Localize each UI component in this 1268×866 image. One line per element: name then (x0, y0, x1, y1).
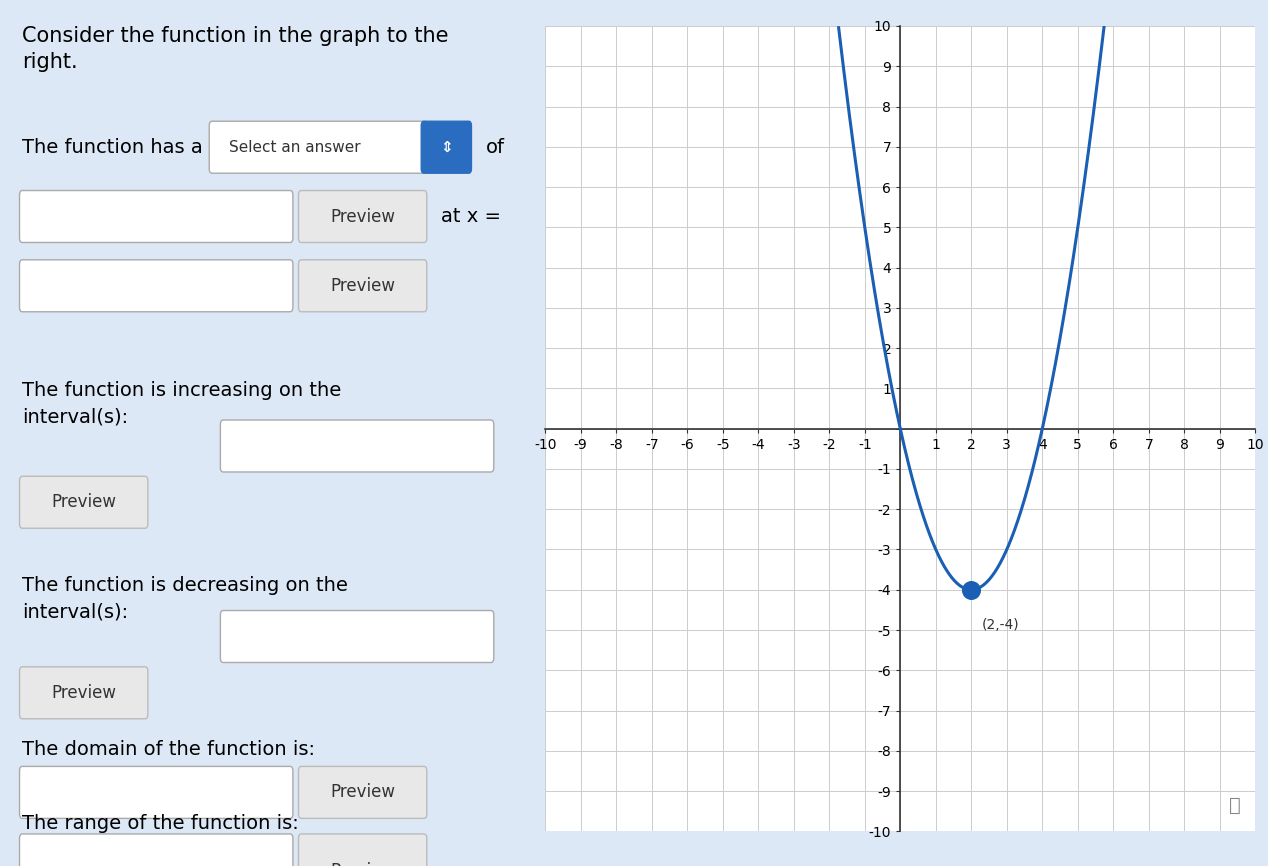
Text: Preview: Preview (330, 208, 396, 225)
Point (961, 583, 981, 597)
FancyBboxPatch shape (298, 191, 427, 242)
Text: ⇕: ⇕ (440, 139, 453, 155)
Text: The function has a: The function has a (23, 138, 203, 157)
Text: (2,-4): (2,-4) (981, 618, 1019, 632)
FancyBboxPatch shape (221, 420, 493, 472)
Text: The range of the function is:: The range of the function is: (23, 814, 299, 833)
FancyBboxPatch shape (421, 121, 472, 173)
Text: of: of (486, 138, 505, 157)
Text: Preview: Preview (330, 863, 396, 866)
Text: 🔍: 🔍 (1230, 796, 1241, 815)
Text: Preview: Preview (330, 277, 396, 294)
Text: at x =: at x = (441, 207, 501, 226)
FancyBboxPatch shape (298, 260, 427, 312)
FancyBboxPatch shape (19, 766, 293, 818)
FancyBboxPatch shape (19, 667, 148, 719)
FancyBboxPatch shape (19, 191, 293, 242)
Text: Preview: Preview (51, 684, 117, 701)
Text: The domain of the function is:: The domain of the function is: (23, 740, 316, 759)
Text: Select an answer: Select an answer (228, 139, 360, 155)
Text: The function is decreasing on the
interval(s):: The function is decreasing on the interv… (23, 576, 349, 622)
FancyBboxPatch shape (298, 834, 427, 866)
FancyBboxPatch shape (221, 611, 493, 662)
Text: Preview: Preview (330, 784, 396, 801)
Text: The function is increasing on the
interval(s):: The function is increasing on the interv… (23, 381, 341, 427)
Text: Preview: Preview (51, 494, 117, 511)
FancyBboxPatch shape (19, 834, 293, 866)
FancyBboxPatch shape (209, 121, 427, 173)
Text: Consider the function in the graph to the
right.: Consider the function in the graph to th… (23, 26, 449, 73)
FancyBboxPatch shape (298, 766, 427, 818)
FancyBboxPatch shape (19, 476, 148, 528)
FancyBboxPatch shape (19, 260, 293, 312)
